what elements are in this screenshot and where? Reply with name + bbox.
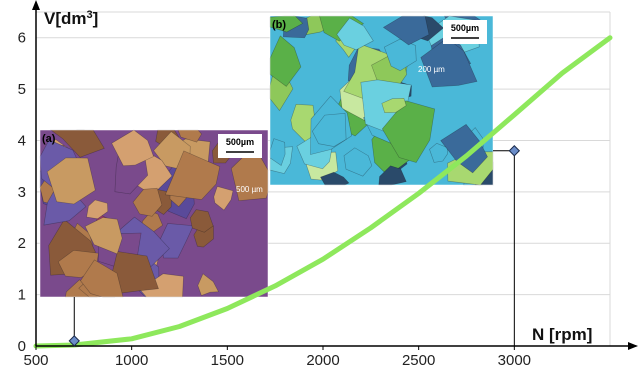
tick-labels: 500 1000 1500 2000 2500 3000 0 1 2 3 4 5 6 (18, 30, 531, 369)
inset-inner-label: 500 µm (236, 185, 263, 194)
y-tick-label-1: 1 (18, 287, 26, 304)
grain (132, 187, 163, 217)
inset-inner-label: 200 µm (418, 65, 445, 74)
scale-bar-label: 500µm (451, 23, 479, 33)
scale-bar-box (443, 20, 487, 44)
y-tick-label-0: 0 (18, 338, 26, 355)
grain (336, 17, 374, 51)
y-axis-arrow (32, 0, 40, 10)
y-tick-label-5: 5 (18, 81, 26, 98)
y-tick-label-6: 6 (18, 30, 26, 47)
grain (189, 209, 214, 233)
inset-tag: (b) (272, 19, 286, 31)
grain (86, 199, 109, 220)
x-axis-label: N [rpm] (532, 325, 592, 344)
y-axis-label-prefix: V[dm (44, 9, 87, 28)
grain (343, 147, 373, 177)
grain (420, 37, 478, 88)
scale-bar-box (218, 134, 262, 158)
y-tick-label-4: 4 (18, 132, 26, 149)
marker-b (508, 145, 521, 157)
markers (68, 145, 521, 347)
x-tick-label-3000: 3000 (498, 352, 531, 369)
micrograph-insets: (a) 500µm 500 µm (b) 500µm 200 µm (39, 15, 494, 298)
grain (164, 150, 221, 200)
grain (111, 129, 154, 167)
grain (440, 124, 488, 174)
x-tick-label-1500: 1500 (211, 352, 244, 369)
grain (46, 157, 96, 205)
y-axis-label-suffix: ] (93, 9, 99, 28)
grain (197, 273, 219, 296)
grain (213, 186, 234, 211)
axes (32, 0, 638, 350)
x-tick-label-1000: 1000 (115, 352, 148, 369)
marker-a (68, 335, 80, 347)
x-axis-arrow (628, 342, 638, 350)
x-tick-label-2500: 2500 (402, 352, 435, 369)
grain (381, 100, 436, 163)
grain (383, 38, 417, 72)
grain (311, 112, 347, 147)
grain (381, 97, 407, 114)
series-line-0 (33, 35, 613, 349)
inset-frame (39, 129, 269, 298)
y-axis-label: V[dm3] (44, 9, 98, 28)
y-tick-label-3: 3 (18, 184, 26, 201)
inset-frame (269, 15, 494, 186)
inset-b: (b) 500µm 200 µm (269, 15, 494, 186)
inset-a: (a) 500µm 500 µm (39, 129, 269, 298)
scale-bar-label: 500µm (226, 137, 254, 147)
series-group (33, 35, 613, 349)
x-tick-label-500: 500 (23, 352, 48, 369)
grain (84, 217, 123, 255)
y-axis-label-sup: 3 (87, 9, 93, 21)
x-tick-label-2000: 2000 (306, 352, 339, 369)
y-tick-label-2: 2 (18, 235, 26, 252)
inset-tag: (a) (42, 133, 56, 145)
